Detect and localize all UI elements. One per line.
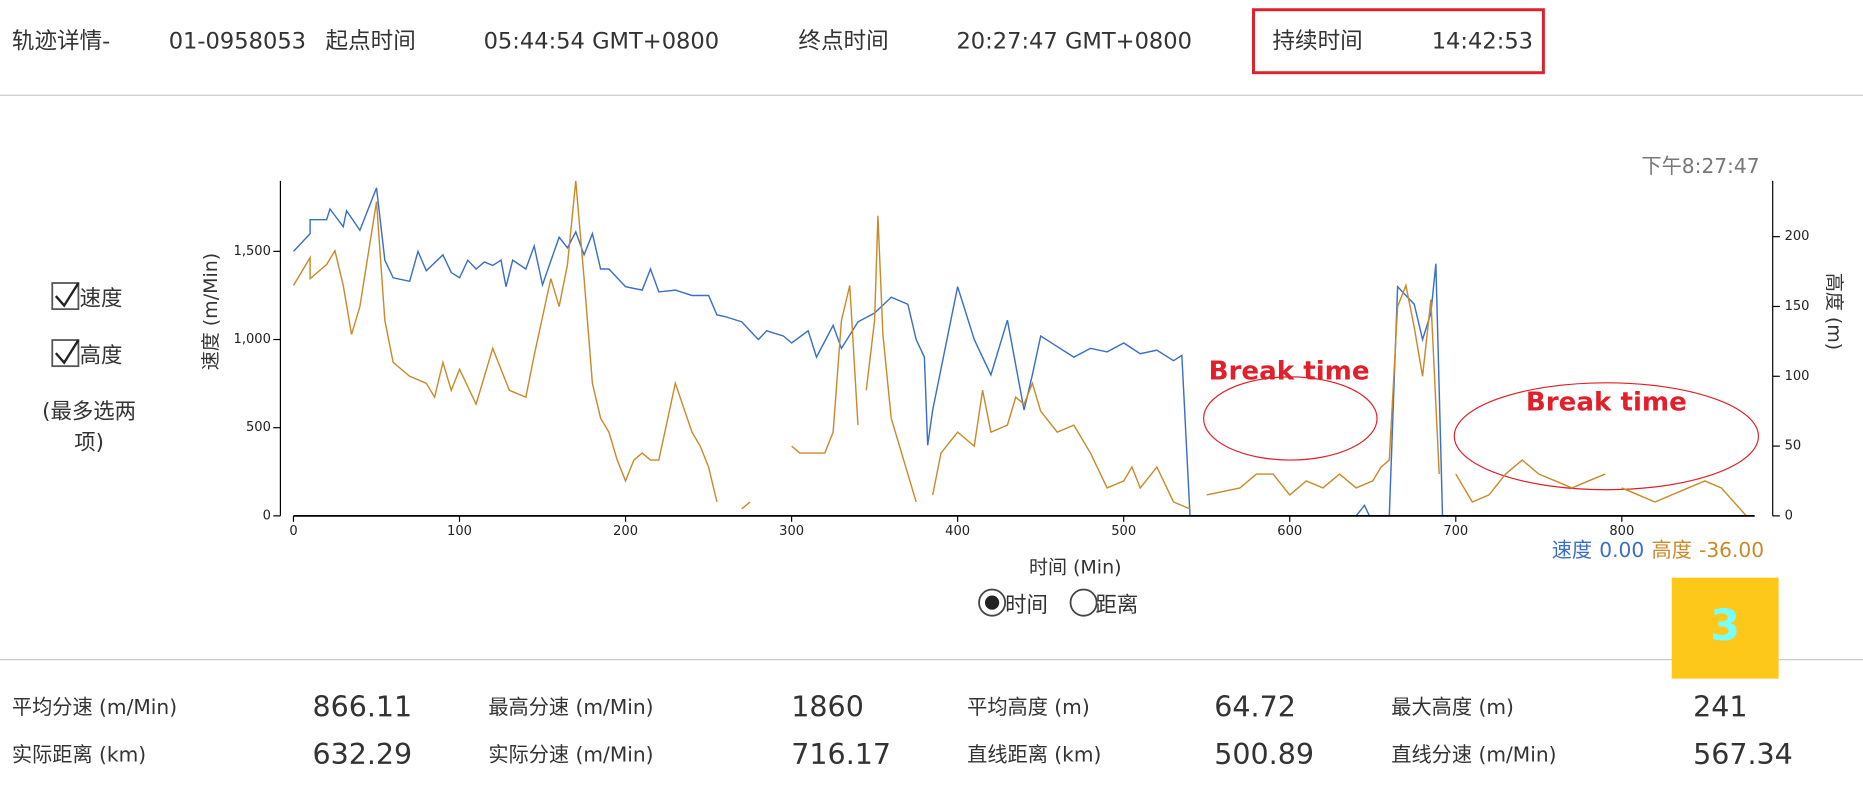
x-tick-label: 400: [945, 524, 970, 539]
checkbox-height[interactable]: 高度: [51, 339, 123, 369]
highlight-box: [1252, 8, 1545, 75]
x-axis-label: 时间 (Min): [1029, 557, 1122, 579]
start-label: 起点时间: [326, 28, 416, 54]
check: [54, 282, 80, 308]
status-value: 0.00: [1599, 538, 1644, 562]
badge: [1671, 577, 1779, 679]
y2-tick-label: 50: [1785, 439, 1802, 454]
y-tick-label: 0: [263, 508, 271, 523]
x-tick-label: 300: [779, 524, 804, 539]
stat-label: 最高分速 (m/Min): [488, 695, 653, 719]
radio-label[interactable]: 时间: [1005, 593, 1048, 618]
stat-value: 500.89: [1214, 738, 1314, 771]
annotation: Break time: [1526, 388, 1687, 418]
y-tick-label: 1,500: [234, 244, 271, 259]
hint: (最多选两项): [42, 399, 137, 456]
annotation-ellipse: [1453, 382, 1760, 491]
stat-value: 64.72: [1214, 690, 1296, 723]
radio-dot: [984, 595, 1000, 610]
checkbox-label[interactable]: 高度: [80, 344, 123, 369]
hint-box: (最多选两项): [42, 399, 137, 456]
radio-distance[interactable]: 距离: [1069, 588, 1139, 619]
radio-time[interactable]: 时间: [978, 588, 1048, 619]
stat-label: 直线距离 (km): [967, 742, 1101, 766]
x-tick-label: 500: [1111, 524, 1136, 539]
stat-label: 平均分速 (m/Min): [12, 695, 177, 719]
start-time: 05:44:54 GMT+0800: [484, 28, 720, 54]
stats: 平均分速 (m/Min) 866.11 最高分速 (m/Min) 1860 平均高度 (…: [12, 690, 1793, 771]
annotation: Break time: [1209, 357, 1370, 387]
stat-label: 平均高度 (m): [967, 695, 1090, 719]
checkbox-speed[interactable]: 速度: [51, 282, 123, 312]
stat-value: 866.11: [312, 690, 412, 723]
x-tick-label: 0: [289, 524, 297, 539]
y-axis-label: 速度 (m/Min): [200, 253, 222, 371]
stat-value: 716.17: [791, 738, 891, 771]
y2-tick-label: 150: [1785, 299, 1810, 314]
status-value: -36.00: [1699, 538, 1764, 562]
x-tick-label: 100: [447, 524, 472, 539]
stat-value: 632.29: [312, 738, 412, 771]
y2-tick-label: 0: [1785, 508, 1793, 523]
stat-value: 241: [1693, 690, 1747, 723]
radio[interactable]: [1069, 588, 1098, 617]
title: 轨迹详情-: [12, 28, 110, 54]
x-tick-label: 200: [613, 524, 638, 539]
timestamp: 下午8:27:47: [1641, 154, 1759, 178]
x-tick-label: 800: [1609, 524, 1634, 539]
x-tick-label: 700: [1443, 524, 1468, 539]
stat-label: 最大高度 (m): [1391, 695, 1514, 719]
end-label: 终点时间: [798, 28, 888, 54]
stat-value: 1860: [791, 690, 864, 723]
x-tick-label: 600: [1277, 524, 1302, 539]
plot: 0 500 1,000 1,500 0 50 100 150 200 0 100 200 300 400 5…: [234, 180, 1810, 539]
y2-axis-label: 高度 (m): [1823, 273, 1845, 350]
badge-text: 3: [1710, 601, 1740, 651]
status-label: 速度: [1552, 538, 1592, 562]
y2-tick-label: 200: [1785, 229, 1810, 244]
end-time: 20:27:47 GMT+0800: [956, 28, 1192, 54]
stat-label: 实际距离 (km): [12, 742, 146, 766]
duration: 14:42:53: [1432, 28, 1533, 54]
series-line: [292, 187, 1755, 517]
checkbox-label[interactable]: 速度: [80, 287, 123, 312]
stat-label: 直线分速 (m/Min): [1391, 742, 1556, 766]
y-tick-label: 500: [246, 420, 271, 435]
y-tick-label: 1,000: [234, 332, 271, 347]
radio-label[interactable]: 距离: [1095, 593, 1138, 618]
annotation-ellipse: [1202, 376, 1378, 461]
y2-tick-label: 100: [1785, 369, 1810, 384]
stat-label: 实际分速 (m/Min): [488, 742, 653, 766]
stat-value: 567.34: [1693, 738, 1793, 771]
check: [54, 339, 80, 365]
series-line: [292, 180, 1747, 517]
track-id: 01-0958053: [169, 28, 306, 54]
status-label: 高度: [1652, 538, 1692, 562]
duration-label: 持续时间: [1272, 28, 1362, 54]
